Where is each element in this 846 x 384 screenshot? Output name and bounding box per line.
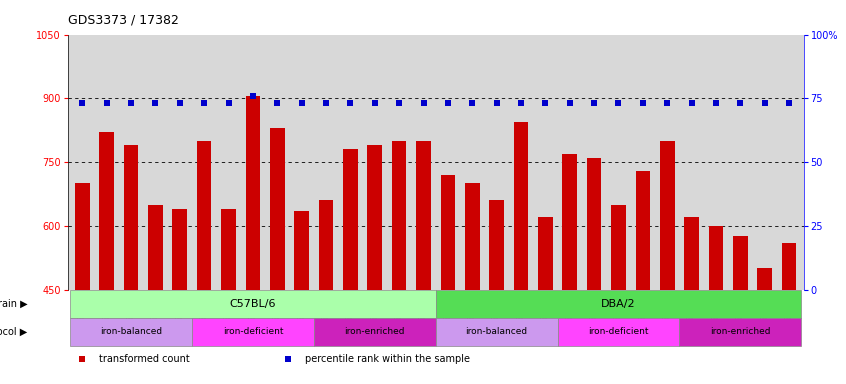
Bar xyxy=(99,132,114,290)
Bar xyxy=(416,141,431,290)
Text: percentile rank within the sample: percentile rank within the sample xyxy=(305,354,470,364)
Text: transformed count: transformed count xyxy=(99,354,190,364)
Text: DBA/2: DBA/2 xyxy=(602,299,636,309)
Bar xyxy=(314,318,436,346)
Text: GDS3373 / 17382: GDS3373 / 17382 xyxy=(68,14,179,27)
Bar xyxy=(611,205,626,290)
Bar xyxy=(558,318,679,346)
Bar xyxy=(587,158,602,290)
Bar xyxy=(733,237,748,290)
Text: protocol ▶: protocol ▶ xyxy=(0,327,27,337)
Bar xyxy=(436,318,558,346)
Bar xyxy=(436,290,801,318)
Bar xyxy=(684,217,699,290)
Bar xyxy=(367,145,382,290)
Bar xyxy=(124,145,139,290)
Bar xyxy=(660,141,674,290)
Bar xyxy=(343,149,358,290)
Bar xyxy=(270,128,284,290)
Bar xyxy=(514,122,528,290)
Bar xyxy=(221,209,236,290)
Bar xyxy=(489,200,504,290)
Text: iron-deficient: iron-deficient xyxy=(588,327,649,336)
Bar xyxy=(465,183,480,290)
Bar xyxy=(148,205,162,290)
Bar xyxy=(757,268,772,290)
Bar xyxy=(75,183,90,290)
Bar xyxy=(441,175,455,290)
Bar xyxy=(782,243,796,290)
Text: iron-balanced: iron-balanced xyxy=(100,327,162,336)
Bar xyxy=(563,154,577,290)
Bar xyxy=(245,96,261,290)
Bar xyxy=(319,200,333,290)
Bar xyxy=(70,318,192,346)
Bar xyxy=(709,226,723,290)
Bar xyxy=(679,318,801,346)
Text: strain ▶: strain ▶ xyxy=(0,299,27,309)
Text: C57BL/6: C57BL/6 xyxy=(229,299,276,309)
Text: iron-enriched: iron-enriched xyxy=(710,327,771,336)
Text: iron-deficient: iron-deficient xyxy=(222,327,283,336)
Bar xyxy=(392,141,406,290)
Bar xyxy=(173,209,187,290)
Bar xyxy=(70,290,436,318)
Bar xyxy=(635,170,651,290)
Bar xyxy=(538,217,552,290)
Text: iron-balanced: iron-balanced xyxy=(465,327,528,336)
Text: iron-enriched: iron-enriched xyxy=(344,327,405,336)
Bar xyxy=(192,318,314,346)
Bar xyxy=(197,141,212,290)
Bar xyxy=(294,211,309,290)
